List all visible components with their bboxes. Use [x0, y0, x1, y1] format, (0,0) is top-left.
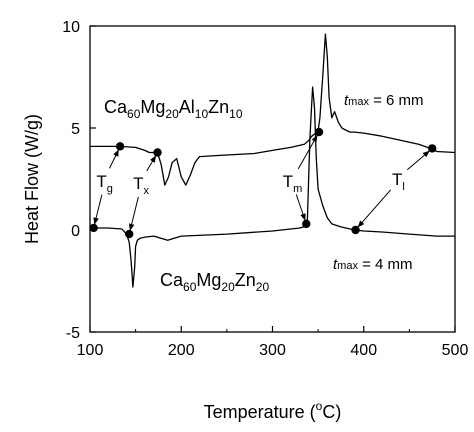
formula-element: Ca — [160, 270, 184, 290]
x-tick-label: 500 — [442, 342, 469, 359]
x-axis-title: Temperature (oC) — [204, 399, 342, 422]
formula-subscript: 20 — [221, 280, 235, 294]
tmax-value: = 4 mm — [358, 256, 413, 273]
annotation-arrow — [128, 196, 139, 231]
x-tick-label: 100 — [77, 342, 104, 359]
formula-subscript: 60 — [183, 280, 197, 294]
y-tick-label: 10 — [62, 19, 80, 36]
formula-element: Zn — [208, 97, 229, 117]
annotation-sub: l — [402, 181, 404, 193]
annotation-arrow — [146, 155, 157, 172]
formula-subscript: 10 — [229, 107, 243, 121]
x-axis-title-sup: o — [316, 399, 323, 413]
series-label-2: Ca60Mg20Zn20 — [160, 270, 269, 294]
y-tick-label: 5 — [71, 121, 80, 138]
x-tick-label: 400 — [350, 342, 377, 359]
annotation-main: T — [96, 172, 106, 191]
annotation-main: T — [283, 172, 293, 191]
annotation-arrow — [295, 194, 306, 221]
annotation-main: T — [133, 174, 143, 193]
y-tick-label: 0 — [71, 223, 80, 240]
x-axis-title-end: C) — [322, 402, 341, 422]
tmax-value: = 6 mm — [369, 92, 424, 109]
formula-element: Al — [179, 97, 195, 117]
x-axis-title-main: Temperature ( — [204, 402, 316, 422]
formula-element: Ca — [104, 97, 128, 117]
annotation-Tm: Tm — [283, 172, 303, 195]
series-label-1: Ca60Mg20Al10Zn10 — [104, 97, 243, 121]
formula-subscript: 10 — [195, 107, 209, 121]
transition-marker — [125, 229, 134, 239]
series-layer — [89, 33, 456, 288]
series-line-1 — [90, 86, 455, 288]
annotation-sub: g — [107, 183, 113, 195]
transition-marker — [351, 225, 360, 235]
tmax-label-1: tmax = 6 mm — [344, 92, 424, 109]
tmax-label-2: tmax = 4 mm — [333, 256, 413, 273]
annotation-sub: m — [293, 183, 302, 195]
tmax-sub: max — [337, 260, 358, 272]
transition-marker — [302, 219, 311, 229]
annotation-arrow — [406, 150, 430, 171]
annotation-arrow — [297, 134, 318, 170]
annotation-arrow — [357, 189, 392, 228]
transition-marker — [115, 142, 125, 151]
annotation-main: T — [392, 170, 402, 189]
annotation-arrow — [109, 149, 119, 169]
formula-subscript: 20 — [165, 107, 179, 121]
transition-marker — [89, 223, 98, 233]
tmax-sub: max — [348, 96, 369, 108]
tmax-t: t — [333, 256, 338, 273]
y-axis-title: Heat Flow (W/g) — [22, 114, 42, 244]
tmax-t: t — [344, 92, 349, 109]
annotation-Tl: Tl — [392, 170, 405, 193]
formula-subscript: 20 — [256, 280, 270, 294]
formula-element: Zn — [235, 270, 256, 290]
transition-marker — [153, 148, 162, 157]
transition-marker — [427, 144, 437, 153]
transition-marker — [314, 127, 324, 137]
y-tick-label: -5 — [66, 325, 80, 342]
annotation-arrow — [93, 194, 103, 225]
formula-element: Mg — [196, 270, 221, 290]
x-tick-label: 300 — [259, 342, 286, 359]
axes: 100 200 300 400 500 -5 0 5 10 Temperature (oC) Hea… — [22, 19, 468, 422]
formula-subscript: 60 — [127, 107, 141, 121]
annotation-sub: x — [144, 185, 150, 197]
annotation-Tx: Tx — [133, 174, 149, 197]
x-tick-label: 200 — [168, 342, 195, 359]
formula-element: Mg — [140, 97, 165, 117]
annotation-Tg: Tg — [96, 172, 113, 195]
